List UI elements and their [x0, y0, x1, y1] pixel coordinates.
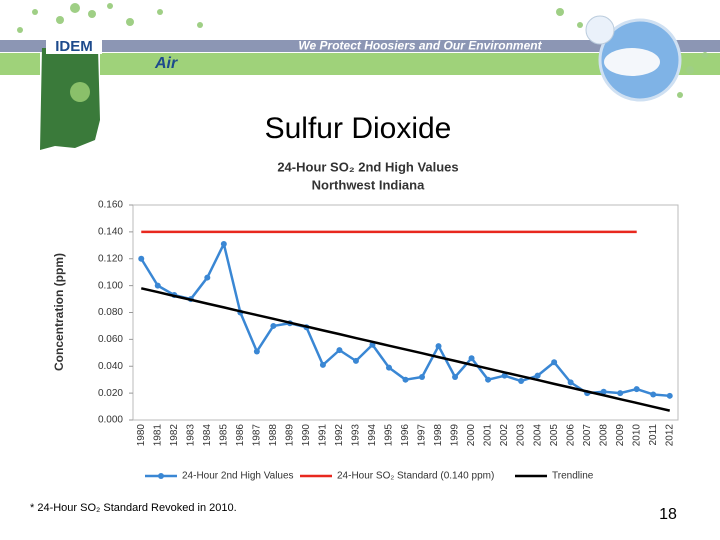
data-point	[154, 282, 161, 289]
y-tick-label: 0.000	[98, 415, 123, 426]
x-tick-label: 1988	[268, 424, 279, 447]
x-tick-label: 1995	[384, 424, 395, 447]
data-point	[518, 378, 525, 385]
x-tick-label: 1983	[185, 424, 196, 447]
x-tick-label: 2008	[598, 424, 609, 447]
data-point	[534, 372, 541, 379]
x-tick-label: 1987	[252, 424, 263, 447]
data-point	[138, 255, 145, 262]
y-tick-label: 0.160	[98, 200, 123, 211]
x-tick-label: 1982	[169, 424, 180, 447]
x-tick-label: 2001	[483, 424, 494, 447]
y-tick-label: 0.060	[98, 334, 123, 345]
x-tick-label: 2005	[549, 424, 560, 447]
x-tick-label: 1998	[433, 424, 444, 447]
x-tick-label: 1991	[318, 424, 329, 447]
x-tick-label: 2003	[516, 424, 527, 447]
data-point	[485, 376, 492, 383]
x-tick-label: 2004	[532, 424, 543, 447]
header-green-band-left	[0, 53, 40, 75]
data-point	[435, 343, 442, 350]
y-tick-label: 0.080	[98, 307, 123, 318]
x-tick-label: 1993	[351, 424, 362, 447]
data-point	[567, 379, 574, 386]
data-point	[419, 374, 426, 380]
x-tick-label: 1981	[152, 424, 163, 447]
data-point	[452, 374, 459, 380]
data-point	[352, 357, 359, 364]
data-point	[617, 390, 624, 397]
x-tick-label: 2002	[499, 424, 510, 447]
x-tick-label: 2009	[615, 424, 626, 447]
logo-text: IDEM	[55, 38, 93, 55]
y-tick-label: 0.140	[98, 227, 123, 238]
data-point	[650, 391, 657, 398]
x-tick-label: 1980	[136, 424, 147, 447]
data-point	[402, 376, 409, 383]
logo-tree	[70, 82, 90, 102]
header-band	[0, 40, 720, 52]
logo-box	[46, 40, 102, 54]
data-point	[336, 347, 343, 354]
chart-title: 24-Hour SO₂ 2nd High Values	[277, 159, 458, 174]
data-point	[319, 361, 326, 368]
page-number: 18	[659, 506, 677, 523]
decor-circle	[585, 15, 615, 45]
chart-subtitle: Northwest Indiana	[312, 177, 425, 192]
legend-label: Trendline	[552, 471, 594, 482]
data-point	[270, 322, 277, 329]
y-tick-label: 0.020	[98, 388, 123, 399]
data-point	[204, 274, 211, 281]
data-point	[633, 386, 640, 393]
data-point	[468, 355, 475, 362]
cloud	[604, 48, 660, 76]
x-tick-label: 1999	[450, 424, 461, 447]
x-tick-label: 1992	[334, 424, 345, 447]
x-tick-label: 2007	[582, 424, 593, 447]
y-tick-label: 0.120	[98, 253, 123, 264]
series-line	[140, 242, 670, 398]
legend-label: 24-Hour SO₂ Standard (0.140 ppm)	[337, 471, 494, 482]
data-point	[600, 388, 607, 395]
x-tick-label: 2000	[466, 424, 477, 447]
series-line	[140, 287, 671, 412]
data-point	[551, 359, 558, 366]
data-point	[253, 348, 260, 355]
x-tick-label: 1984	[202, 424, 213, 447]
motto: We Protect Hoosiers and Our Environment	[298, 39, 542, 53]
section-label: Air	[154, 55, 178, 72]
x-tick-label: 1989	[285, 424, 296, 447]
data-point	[666, 392, 673, 399]
footnote: * 24-Hour SO₂ Standard Revoked in 2010.	[30, 502, 237, 514]
x-tick-label: 1997	[417, 424, 428, 447]
y-axis-label: Concentration (ppm)	[52, 253, 66, 371]
x-tick-label: 2011	[648, 424, 659, 446]
header-green-band	[100, 53, 720, 75]
x-tick-label: 2012	[664, 424, 675, 447]
slide-title: Sulfur Dioxide	[265, 112, 452, 145]
x-tick-label: 2006	[565, 424, 576, 447]
decor-dots	[17, 3, 708, 98]
x-tick-label: 1996	[400, 424, 411, 447]
y-tick-label: 0.040	[98, 361, 123, 372]
x-tick-label: 1986	[235, 424, 246, 447]
indiana-shape	[40, 48, 100, 150]
y-tick-label: 0.100	[98, 280, 123, 291]
x-tick-label: 1985	[218, 424, 229, 447]
data-point	[385, 364, 392, 371]
data-point	[501, 372, 508, 379]
x-tick-label: 1994	[367, 424, 378, 447]
legend-marker	[158, 473, 164, 479]
x-tick-label: 2010	[631, 424, 642, 447]
data-point	[220, 240, 227, 247]
plot-area	[132, 204, 679, 421]
x-tick-label: 1990	[301, 424, 312, 447]
legend-label: 24-Hour 2nd High Values	[182, 471, 294, 482]
